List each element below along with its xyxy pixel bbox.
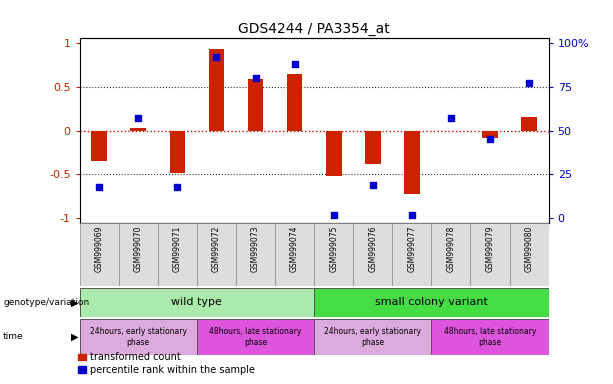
Text: GSM999076: GSM999076: [368, 226, 377, 272]
Bar: [432, 223, 471, 286]
Bar: [236, 223, 275, 286]
Bar: [392, 223, 432, 286]
Text: GSM999080: GSM999080: [525, 226, 533, 272]
Text: 24hours, early stationary
phase: 24hours, early stationary phase: [90, 327, 187, 347]
Bar: [365, 131, 381, 164]
Text: GSM999070: GSM999070: [134, 226, 143, 272]
Point: [211, 54, 221, 60]
Bar: [471, 223, 509, 286]
Bar: [170, 131, 185, 173]
Text: ▶: ▶: [71, 332, 78, 342]
Text: GSM999079: GSM999079: [485, 226, 495, 272]
Bar: [521, 118, 537, 131]
Bar: [197, 223, 236, 286]
Text: 48hours, late stationary
phase: 48hours, late stationary phase: [210, 327, 302, 347]
Bar: [80, 223, 119, 286]
Bar: [314, 319, 432, 355]
Bar: [197, 319, 314, 355]
Text: GSM999075: GSM999075: [329, 226, 338, 272]
Legend: transformed count, percentile rank within the sample: transformed count, percentile rank withi…: [78, 353, 255, 375]
Point: [172, 184, 182, 190]
Text: wild type: wild type: [172, 297, 223, 308]
Bar: [119, 223, 158, 286]
Text: GSM999074: GSM999074: [290, 226, 299, 272]
Point: [524, 80, 534, 86]
Bar: [432, 319, 549, 355]
Bar: [287, 73, 302, 131]
Bar: [353, 223, 392, 286]
Bar: [275, 223, 314, 286]
Point: [368, 182, 378, 188]
Bar: [314, 223, 353, 286]
Text: GSM999071: GSM999071: [173, 226, 182, 272]
Bar: [80, 288, 314, 317]
Point: [251, 75, 261, 81]
Bar: [91, 131, 107, 161]
Bar: [314, 288, 549, 317]
Text: genotype/variation: genotype/variation: [3, 298, 89, 307]
Bar: [326, 131, 341, 176]
Title: GDS4244 / PA3354_at: GDS4244 / PA3354_at: [238, 22, 390, 36]
Text: ▶: ▶: [71, 297, 78, 308]
Text: time: time: [3, 333, 24, 341]
Bar: [131, 128, 146, 131]
Bar: [404, 131, 420, 194]
Point: [134, 115, 143, 121]
Point: [485, 136, 495, 142]
Text: GSM999072: GSM999072: [212, 226, 221, 272]
Text: 24hours, early stationary
phase: 24hours, early stationary phase: [324, 327, 421, 347]
Point: [94, 184, 104, 190]
Text: small colony variant: small colony variant: [375, 297, 488, 308]
Bar: [158, 223, 197, 286]
Text: GSM999073: GSM999073: [251, 226, 260, 272]
Bar: [208, 49, 224, 131]
Point: [329, 212, 338, 218]
Text: 48hours, late stationary
phase: 48hours, late stationary phase: [444, 327, 536, 347]
Point: [407, 212, 417, 218]
Point: [446, 115, 456, 121]
Bar: [482, 131, 498, 139]
Text: GSM999078: GSM999078: [446, 226, 455, 272]
Bar: [509, 223, 549, 286]
Point: [290, 61, 300, 67]
Bar: [248, 79, 264, 131]
Text: GSM999069: GSM999069: [95, 226, 104, 272]
Text: GSM999077: GSM999077: [408, 226, 416, 272]
Bar: [80, 319, 197, 355]
